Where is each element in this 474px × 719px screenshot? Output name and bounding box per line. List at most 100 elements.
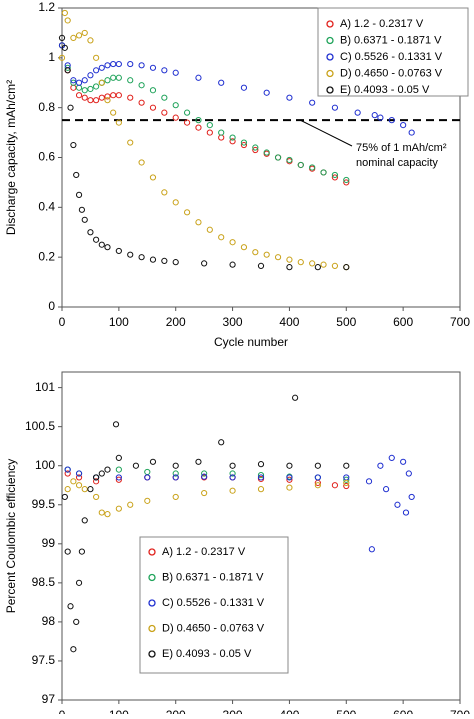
data-point xyxy=(172,470,179,477)
legend-label: E) 0.4093 - 0.05 V xyxy=(162,648,252,660)
data-point xyxy=(81,517,88,524)
data-point xyxy=(343,479,350,486)
data-point xyxy=(70,77,77,84)
data-point xyxy=(70,34,77,42)
data-point xyxy=(138,62,145,69)
data-point xyxy=(371,112,378,119)
data-point xyxy=(127,77,134,84)
data-point xyxy=(257,461,265,468)
data-point xyxy=(240,244,248,251)
data-point xyxy=(112,421,120,428)
data-point xyxy=(104,93,111,100)
x-tick-label: 300 xyxy=(223,315,243,329)
y-tick-label: 98 xyxy=(42,614,56,628)
legend-marker xyxy=(148,650,156,658)
data-point xyxy=(93,97,100,104)
data-point xyxy=(286,156,293,164)
data-point xyxy=(331,174,339,181)
x-tick-label: 300 xyxy=(223,708,243,714)
data-point xyxy=(75,32,83,39)
data-point xyxy=(405,470,412,477)
data-point xyxy=(58,34,66,42)
data-point xyxy=(286,94,293,101)
data-point xyxy=(67,104,74,111)
data-point xyxy=(115,454,122,462)
data-point xyxy=(81,29,88,37)
annotation: nominal capacity xyxy=(356,157,438,169)
y-tick-label: 1.2 xyxy=(38,0,55,14)
data-point xyxy=(93,493,100,501)
data-point xyxy=(320,169,327,176)
data-point xyxy=(127,60,134,68)
data-point xyxy=(161,94,168,101)
data-point xyxy=(64,67,71,74)
y-tick-label: 97 xyxy=(42,692,56,706)
data-point xyxy=(201,473,208,480)
data-point xyxy=(408,493,415,501)
data-point xyxy=(144,468,151,476)
data-point xyxy=(115,74,122,81)
data-point xyxy=(195,124,202,131)
data-point xyxy=(64,470,71,477)
x-tick-label: 100 xyxy=(109,315,129,329)
data-point xyxy=(195,219,202,226)
legend-label: A) 1.2 - 0.2317 V xyxy=(340,18,424,30)
data-point xyxy=(240,141,248,149)
data-point xyxy=(87,72,94,79)
data-point xyxy=(354,109,361,116)
data-point xyxy=(297,259,304,266)
data-point xyxy=(61,493,68,501)
data-point xyxy=(218,234,225,241)
annotation: 75% of 1 mAh/cm² xyxy=(356,142,447,154)
y-tick-label: 1 xyxy=(48,50,55,64)
data-point xyxy=(368,546,375,553)
data-point xyxy=(144,474,151,481)
data-point xyxy=(93,67,100,74)
data-point xyxy=(343,482,350,490)
plot-frame xyxy=(61,371,461,701)
data-point xyxy=(104,511,111,518)
data-point xyxy=(110,92,117,99)
y-tick-label: 97.5 xyxy=(32,653,56,667)
data-point xyxy=(172,474,179,481)
legend-label: C) 0.5526 - 0.1331 V xyxy=(162,597,265,609)
legend-marker xyxy=(326,53,334,61)
data-point xyxy=(229,462,236,469)
data-point xyxy=(309,99,316,106)
data-point xyxy=(229,138,236,145)
data-point xyxy=(400,122,407,129)
data-point xyxy=(172,69,179,76)
data-point xyxy=(115,505,122,512)
data-point xyxy=(314,474,321,481)
y-tick-label: 98.5 xyxy=(32,575,56,589)
y-tick-label: 101 xyxy=(35,380,55,394)
data-point xyxy=(257,474,265,481)
data-point xyxy=(70,646,77,653)
data-point xyxy=(73,618,80,626)
data-point xyxy=(161,67,168,74)
data-point xyxy=(93,54,100,61)
legend-marker xyxy=(148,624,156,633)
x-tick-label: 100 xyxy=(109,708,129,714)
data-point xyxy=(201,489,208,497)
data-point xyxy=(297,161,304,169)
data-point xyxy=(218,79,225,86)
data-point xyxy=(144,497,151,504)
data-point xyxy=(206,122,213,129)
data-point xyxy=(229,474,236,481)
data-point xyxy=(286,256,293,263)
legend: A) 1.2 - 0.2317 V B) 0.6371 - 0.1871 V C) … xyxy=(317,7,469,97)
data-point xyxy=(408,129,415,136)
data-point xyxy=(161,189,168,196)
legend-marker xyxy=(326,36,334,45)
legend-label: E) 0.4093 - 0.05 V xyxy=(340,84,430,96)
data-point xyxy=(115,476,122,483)
data-point xyxy=(218,134,225,141)
data-point xyxy=(64,548,71,555)
legend-label: B) 0.6371 - 0.1871 V xyxy=(162,571,264,583)
data-point xyxy=(161,109,168,116)
y-tick-label: 0.2 xyxy=(38,249,55,263)
legend-marker xyxy=(326,69,334,78)
x-tick-label: 600 xyxy=(393,708,413,714)
data-point xyxy=(75,84,83,91)
